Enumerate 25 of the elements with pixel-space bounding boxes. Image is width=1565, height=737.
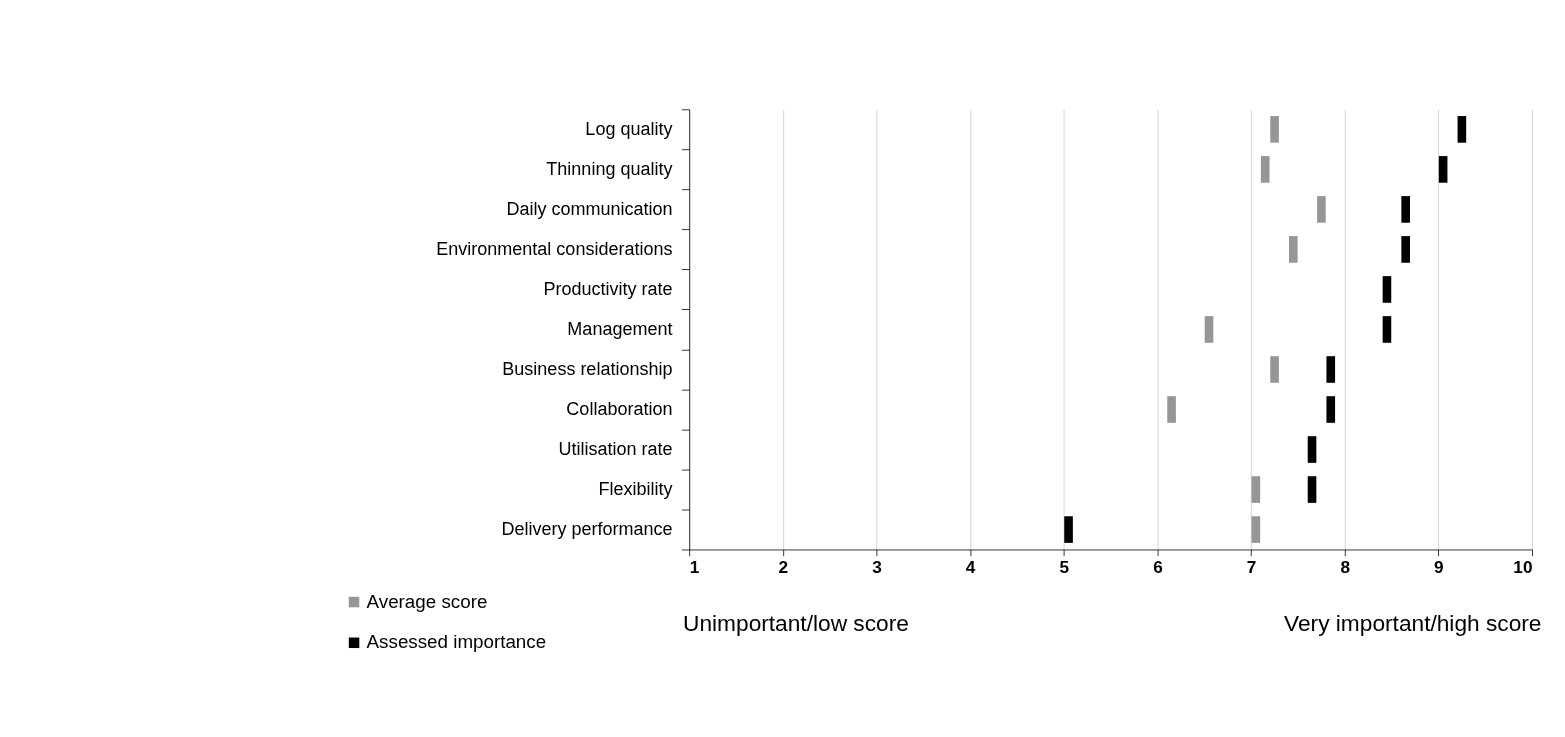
legend-label: Average score [366, 590, 488, 612]
x-tick-label: 4 [965, 556, 976, 577]
y-tick-label: Flexibility [598, 479, 673, 500]
x-tick-label: 5 [1059, 556, 1070, 577]
x-tick-label: 6 [1153, 556, 1163, 577]
y-tick-label: Log quality [585, 119, 673, 140]
y-tick-label: Utilisation rate [558, 439, 673, 460]
legend-label: Assessed importance [366, 631, 547, 653]
x-tick-label: 8 [1340, 556, 1351, 577]
text: Very important/high score [1284, 610, 1542, 637]
y-tick-label: Collaboration [566, 399, 673, 420]
y-tick-label: Business relationship [502, 359, 673, 380]
y-tick-label: Productivity rate [543, 279, 673, 300]
x-tick-label: 3 [872, 556, 882, 577]
y-tick-label: Environmental considerations [436, 239, 673, 260]
text: Unimportant/low score [683, 610, 909, 637]
y-tick-label: Daily communication [506, 199, 673, 220]
y-tick-label: Management [567, 319, 673, 340]
x-tick-label: 7 [1246, 556, 1257, 577]
x-tick-label: 2 [778, 556, 789, 577]
x-tick-label: 9 [1434, 556, 1444, 577]
x-tick-label: 1 [689, 556, 700, 577]
y-tick-label: Delivery performance [501, 519, 673, 540]
x-tick-label: 10 [1513, 556, 1533, 577]
y-tick-label: Thinning quality [546, 159, 673, 180]
